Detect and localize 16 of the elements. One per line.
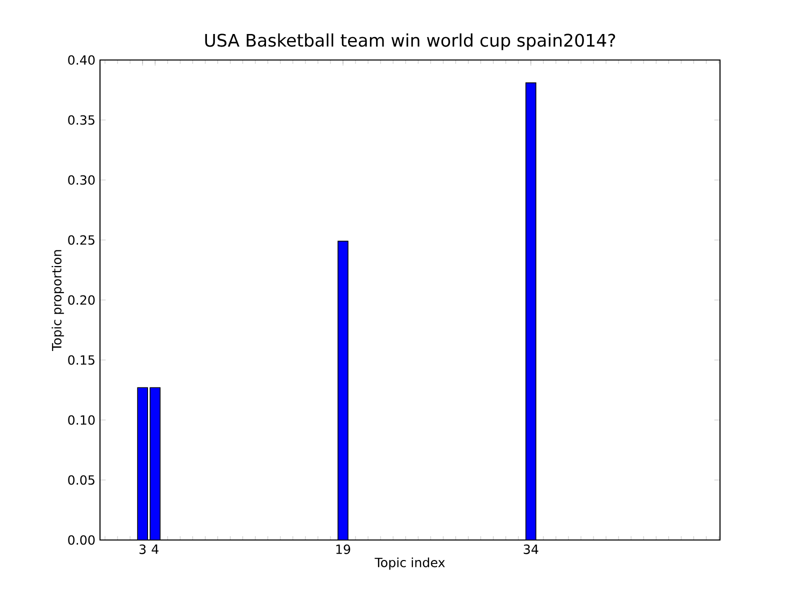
y-tick-label: 0.40 <box>68 55 95 65</box>
x-tick-label: 19 <box>336 544 350 554</box>
x-axis-title: Topic index <box>374 557 445 570</box>
x-tick-label: 4 <box>152 544 158 554</box>
y-axis-title: Topic proportion <box>52 250 64 351</box>
x-tick-label: 3 <box>140 544 146 554</box>
y-tick-label: 0.00 <box>68 535 95 545</box>
y-tick-label: 0.10 <box>68 415 95 425</box>
y-tick-label: 0.30 <box>68 175 95 185</box>
x-tick-label: 34 <box>524 544 538 554</box>
y-tick-label: 0.25 <box>68 235 94 245</box>
y-tick-label: 0.20 <box>68 295 95 305</box>
y-tick-label: 0.05 <box>68 475 94 485</box>
y-tick-label: 0.15 <box>68 355 94 365</box>
y-tick-label: 0.35 <box>68 115 94 125</box>
chart-title: USA Basketball team win world cup spain2014? <box>205 33 616 50</box>
